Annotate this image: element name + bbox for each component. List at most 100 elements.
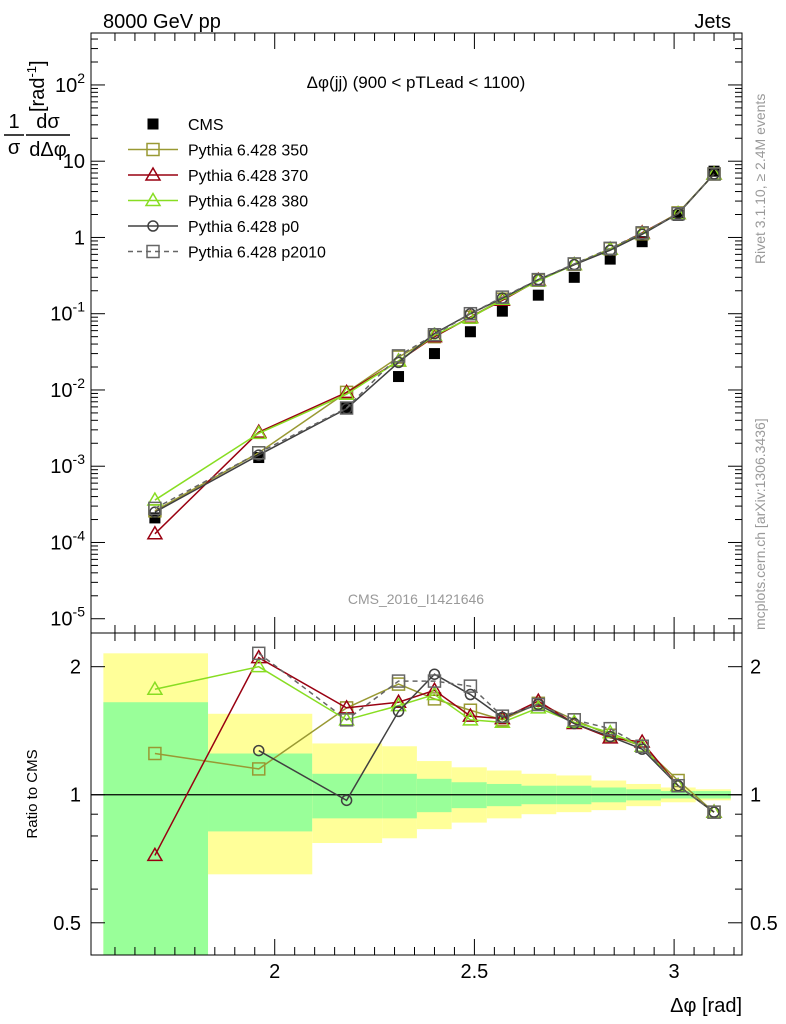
ratio-point-p0: [636, 743, 648, 755]
ratio-band-inner: [382, 773, 417, 819]
legend-label-p380: Pythia 6.428 380: [188, 194, 308, 211]
ratio-point-p0: [252, 744, 265, 757]
point-p2010: [531, 272, 546, 287]
legend-marker-p370: [144, 166, 162, 181]
ratio-point-p370: [146, 846, 164, 862]
ratio-band-inner: [208, 753, 313, 832]
point-p2010: [251, 446, 266, 460]
legend-marker-p0: [147, 220, 159, 232]
point-p2010: [635, 226, 649, 240]
ratio-point-p0: [604, 730, 616, 743]
xtick-label: 3: [669, 961, 680, 983]
top-ytick-label: 1: [74, 227, 85, 249]
ratio-point-p2010: [707, 805, 721, 819]
ratio-ytick-label-right: 2: [750, 657, 761, 679]
point-cms: [149, 512, 161, 524]
ratio-point-p2010: [671, 778, 685, 793]
ratio-ytick-label-right: 0.5: [750, 913, 778, 935]
ratio-point-p0: [708, 806, 720, 818]
top-ytick-label: 10-1: [50, 299, 85, 326]
xtick-label: 2: [269, 961, 280, 983]
top-ylabel-dphi: dΔφ: [29, 139, 66, 161]
ratio-point-p370: [390, 693, 407, 708]
ratio-point-p2010: [339, 713, 354, 727]
top-ytick-label: 10-3: [50, 451, 85, 478]
point-p2010: [707, 167, 721, 181]
series-line-p2010: [154, 173, 715, 510]
series-line-p370: [154, 173, 715, 535]
ratio-point-p0: [532, 698, 545, 711]
legend: CMS Pythia 6.428 350 Pythia 6.428 370 Pythi…: [128, 117, 326, 262]
ratio-point-p370: [494, 710, 511, 725]
ratio-ytick-label: 0.5: [53, 913, 81, 935]
top-ylabel-one: 1: [8, 111, 19, 133]
ratio-point-p380: [338, 711, 355, 726]
header-right: Jets: [694, 11, 731, 33]
point-p0: [464, 307, 477, 320]
point-p380: [250, 424, 268, 440]
point-p2010: [427, 327, 442, 342]
point-p370: [146, 525, 164, 540]
legend-marker-p380: [144, 192, 162, 207]
top-ylabel-dsigma: dσ: [36, 111, 60, 133]
ratio-point-p2010: [391, 674, 406, 688]
point-p380: [146, 491, 164, 506]
legend-label-p370: Pythia 6.428 370: [188, 168, 308, 185]
point-p0: [532, 273, 545, 286]
top-ylabel-unit: [rad-1]: [24, 60, 49, 112]
ratio-point-p2010: [495, 709, 510, 723]
top-ylabel: 1 σ dσ dΔφ [rad-1]: [4, 60, 70, 161]
ratio-point-p2010: [567, 713, 582, 727]
watermark: CMS_2016_I1421646: [348, 591, 484, 607]
ratio-point-p0: [464, 688, 477, 701]
point-cms: [464, 326, 476, 338]
ratio-point-p2010: [427, 674, 442, 688]
point-p0: [149, 506, 161, 518]
top-ytick-label: 102: [55, 70, 85, 97]
legend-label-p0: Pythia 6.428 p0: [188, 219, 299, 236]
x-axis-label: Δφ [rad]: [670, 995, 742, 1017]
point-p2010: [671, 206, 685, 221]
ratio-point-p380: [462, 711, 479, 726]
point-cms: [253, 452, 265, 464]
top-ytick-label: 10-5: [50, 604, 85, 631]
xtick-label: 2.5: [461, 961, 489, 983]
ratio-point-p380: [250, 658, 268, 673]
point-cms: [568, 271, 580, 283]
legend-label-p2010: Pythia 6.428 p2010: [188, 245, 326, 262]
point-p2010: [567, 257, 582, 271]
point-p2010: [603, 241, 617, 256]
legend-marker-p2010: [146, 244, 160, 259]
legend-marker-p350: [146, 142, 160, 157]
top-panel-series: [146, 165, 723, 540]
ratio-point-p0: [672, 779, 684, 792]
point-cms: [672, 209, 684, 221]
ratio-point-p0: [568, 717, 581, 730]
point-p0: [708, 168, 720, 180]
point-cms: [604, 253, 616, 265]
top-ytick-label: 10-2: [50, 375, 85, 402]
ratio-point-p380: [426, 686, 443, 701]
point-p2010: [339, 401, 354, 415]
ratio-point-p0: [392, 705, 405, 718]
point-p2010: [148, 501, 162, 516]
point-cms: [496, 305, 508, 317]
legend-label-cms: CMS: [188, 117, 224, 134]
point-cms: [428, 348, 440, 360]
main-title: Δφ(jj) (900 < pTLead < 1100): [307, 73, 526, 92]
ratio-band-inner: [416, 778, 452, 813]
legend-label-p350: Pythia 6.428 350: [188, 143, 308, 160]
ratio-panel-frame: [90, 632, 743, 956]
point-p2010: [495, 290, 510, 304]
top-ytick-label: 10: [63, 151, 85, 173]
top-ytick-label: 10-4: [50, 527, 85, 554]
plot-frames: [90, 32, 743, 956]
point-p380: [338, 385, 355, 400]
ratio-ytick-label: 2: [70, 657, 81, 679]
ratio-point-p380: [146, 680, 164, 696]
rivet-label: Rivet 3.1.10, ≥ 2.4M events: [752, 94, 768, 264]
point-cms: [708, 165, 720, 177]
point-p0: [672, 207, 684, 220]
ratio-uncertainty-bands: [103, 653, 731, 955]
